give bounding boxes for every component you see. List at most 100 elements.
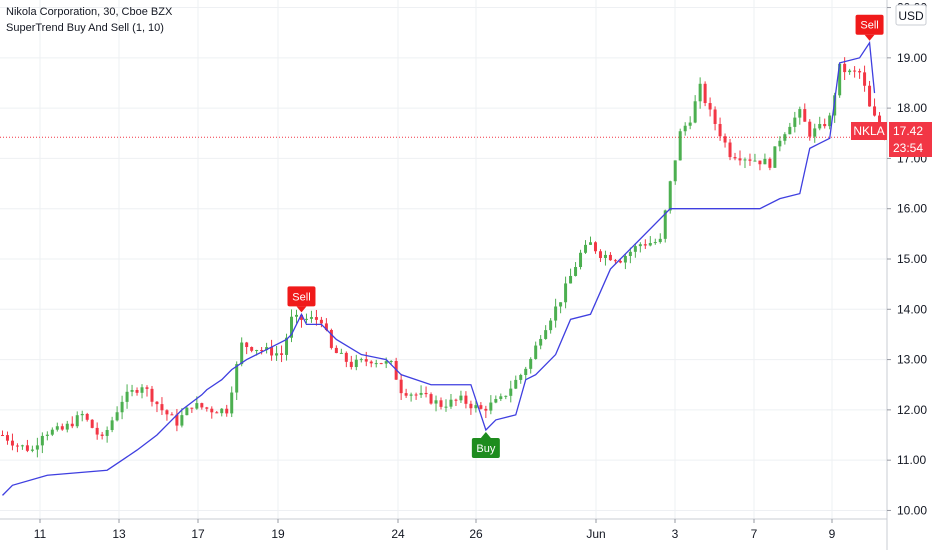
candle-body <box>613 260 617 262</box>
candle-body <box>230 392 234 414</box>
candle-body <box>55 426 59 430</box>
candle-body <box>115 412 119 421</box>
candle-body <box>753 160 757 162</box>
candle-body <box>190 407 194 409</box>
candle-body <box>265 347 269 351</box>
candle-body <box>404 393 408 396</box>
candle-body <box>145 387 149 389</box>
candle-body <box>95 427 99 435</box>
candle-body <box>294 314 298 317</box>
candle-body <box>489 402 493 411</box>
candle-body <box>873 106 877 116</box>
sell-signal-label: Sell <box>292 291 310 303</box>
x-tick-label: Jun <box>586 527 605 541</box>
candle-body <box>359 359 363 361</box>
candle-body <box>773 146 777 168</box>
candle-body <box>504 395 508 397</box>
candle-body <box>245 342 249 348</box>
candle-body <box>354 359 358 368</box>
candle-body <box>25 445 29 451</box>
candle-body <box>160 404 164 411</box>
candle-body <box>304 318 308 320</box>
sell-signal-label: Sell <box>860 20 878 32</box>
signals-layer: Sell Buy Sell <box>287 14 884 458</box>
y-tick-label: 15.00 <box>897 252 927 266</box>
x-tick-label: 9 <box>829 527 836 541</box>
symbol-title: Nikola Corporation, 30, Cboe BZX <box>6 6 173 18</box>
candle-body <box>35 445 39 450</box>
candle-body <box>110 420 114 431</box>
candle-body <box>698 83 702 102</box>
candle-body <box>270 347 274 356</box>
candle-body <box>344 352 348 362</box>
y-tick-label: 19.00 <box>897 51 927 65</box>
candle-body <box>384 361 388 364</box>
candle-body <box>449 399 453 407</box>
candle-body <box>0 435 4 437</box>
candle-body <box>683 125 687 132</box>
candle-body <box>758 160 762 165</box>
candle-body <box>364 359 368 362</box>
legend: Nikola Corporation, 30, Cboe BZX SuperTr… <box>6 4 172 36</box>
candle-body <box>200 403 204 408</box>
candle-body <box>30 449 34 451</box>
candle-body <box>319 319 323 324</box>
candle-body <box>135 390 139 393</box>
candle-body <box>519 375 523 380</box>
x-tick-label: 13 <box>112 527 126 541</box>
candle-body <box>603 254 607 258</box>
candle-body <box>484 408 488 411</box>
candle-body <box>803 109 807 122</box>
candle-body <box>260 350 264 352</box>
buy-signal: Buy <box>471 431 500 458</box>
candle-body <box>235 364 239 393</box>
candle-body <box>554 306 558 321</box>
candle-body <box>374 363 378 365</box>
candle-body <box>559 302 563 307</box>
indicator-title: SuperTrend Buy And Sell (1, 10) <box>6 22 164 34</box>
price-tag: NKLA 17.42 23:54 <box>851 122 932 157</box>
candle-body <box>70 423 74 427</box>
candle-body <box>569 275 573 284</box>
y-tick-label: 18.00 <box>897 101 927 115</box>
candle-body <box>828 115 832 127</box>
candle-body <box>713 109 717 124</box>
candle-body <box>459 395 463 401</box>
sell-signal-box <box>287 286 316 307</box>
candle-body <box>858 71 862 73</box>
candle-body <box>40 435 44 446</box>
candle-body <box>534 345 538 359</box>
candle-body <box>339 352 343 354</box>
y-tick-label: 11.00 <box>897 453 926 467</box>
candle-body <box>75 415 79 427</box>
candle-body <box>838 63 842 96</box>
candle-body <box>584 244 588 253</box>
candle-body <box>309 317 313 319</box>
supertrend-line <box>2 40 876 496</box>
candle-body <box>255 350 259 352</box>
candle-body <box>80 413 84 416</box>
candle-body <box>180 415 184 426</box>
candle-body <box>85 413 89 420</box>
candle-body <box>818 124 822 129</box>
candle-body <box>703 83 707 104</box>
candle-body <box>299 314 303 320</box>
candle-body <box>678 131 682 161</box>
last-price-label: 17.42 <box>893 124 923 138</box>
candle-body <box>863 72 867 86</box>
candle-body <box>329 329 333 348</box>
candle-body <box>748 159 752 161</box>
candle-body <box>564 283 568 303</box>
candle-body <box>628 251 632 257</box>
candle-body <box>175 414 179 426</box>
candle-body <box>633 246 637 252</box>
sell-signal: Sell <box>287 286 316 313</box>
candle-body <box>509 388 513 396</box>
candle-body <box>718 123 722 137</box>
candle-body <box>579 252 583 268</box>
candle-body <box>593 242 597 252</box>
currency-badge[interactable]: USD <box>895 4 927 26</box>
candle-body <box>813 128 817 137</box>
